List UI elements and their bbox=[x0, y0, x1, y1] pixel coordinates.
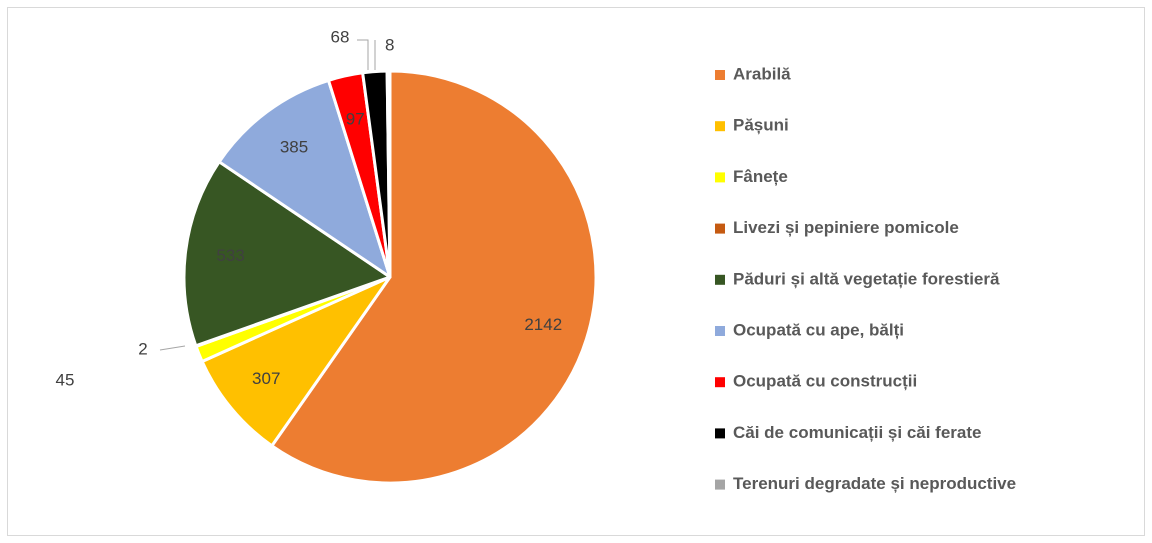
leader-line bbox=[357, 39, 369, 70]
data-label: 2142 bbox=[524, 315, 562, 334]
legend-label: Ocupată cu construcții bbox=[733, 372, 917, 391]
data-label: 2 bbox=[138, 339, 147, 358]
leader-line bbox=[159, 345, 186, 351]
legend-swatch bbox=[715, 326, 725, 336]
data-label: 8 bbox=[385, 35, 394, 54]
legend-swatch bbox=[715, 428, 725, 439]
legend-swatch bbox=[715, 70, 725, 80]
legend-swatch bbox=[715, 223, 725, 234]
legend-label: Livezi și pepiniere pomicole bbox=[733, 218, 959, 237]
data-label: 45 bbox=[56, 370, 75, 389]
pie-slice bbox=[270, 69, 598, 485]
legend-label: Pășuni bbox=[733, 116, 789, 135]
data-label: 533 bbox=[216, 246, 244, 265]
legend-label: Arabilă bbox=[733, 64, 791, 83]
legend-swatch bbox=[715, 121, 725, 132]
data-label: 97 bbox=[346, 110, 365, 129]
legend-swatch bbox=[715, 377, 725, 388]
legend-label: Păduri și altă vegetație forestieră bbox=[733, 269, 1000, 288]
pie-slice bbox=[182, 160, 392, 348]
legend-label: Căi de comunicații și căi ferate bbox=[733, 423, 981, 442]
legend-label: Ocupată cu ape, bălți bbox=[733, 320, 904, 339]
legend-swatch bbox=[715, 479, 725, 490]
pie-slice bbox=[217, 78, 392, 279]
legend-swatch bbox=[715, 172, 725, 183]
pie-slice bbox=[200, 275, 392, 448]
data-label: 307 bbox=[252, 369, 280, 388]
legend-label: Terenuri degradate și neproductive bbox=[733, 474, 1016, 493]
pie-slice bbox=[385, 69, 392, 279]
data-label: 385 bbox=[280, 138, 308, 157]
data-label: 68 bbox=[331, 27, 350, 46]
legend-label: Fânețe bbox=[733, 167, 788, 186]
legend-swatch bbox=[715, 274, 725, 285]
